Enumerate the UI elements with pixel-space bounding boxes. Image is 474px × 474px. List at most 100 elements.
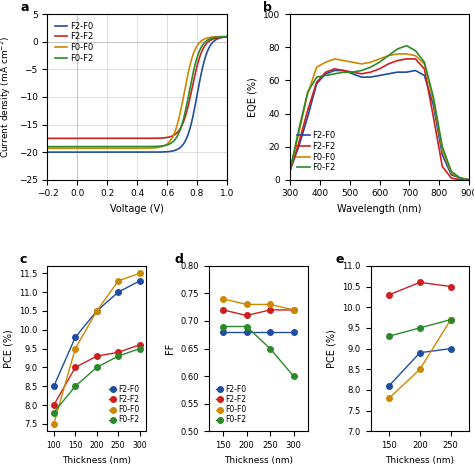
F2-F2	[130, 136, 136, 141]
F0-F2	[412, 48, 418, 54]
F0-F0	[45, 146, 50, 151]
F0-F2	[448, 317, 454, 322]
F0-F2	[130, 144, 136, 149]
F2-F0	[341, 68, 346, 73]
Legend: F2-F0, F2-F2, F0-F0, F0-F2: F2-F0, F2-F2, F0-F0, F0-F2	[213, 382, 249, 428]
F2-F0	[430, 102, 436, 108]
F0-F0	[287, 169, 292, 174]
F2-F2	[395, 58, 401, 64]
F0-F0	[305, 91, 310, 97]
F2-F0	[94, 308, 100, 314]
F2-F0	[220, 35, 226, 40]
F0-F2	[73, 383, 78, 389]
Line: F0-F2: F0-F2	[220, 324, 296, 379]
F0-F0	[191, 48, 197, 54]
Text: c: c	[20, 253, 27, 265]
F0-F0	[403, 51, 409, 57]
F2-F0	[45, 149, 50, 155]
F0-F2	[131, 144, 137, 149]
F2-F2	[466, 177, 472, 182]
F0-F0	[131, 146, 137, 151]
F0-F0	[314, 64, 319, 70]
F2-F0	[115, 289, 121, 295]
F0-F0	[448, 170, 454, 176]
Line: F0-F0: F0-F0	[51, 271, 143, 427]
F0-F0	[395, 51, 401, 57]
F2-F0	[457, 175, 463, 181]
Line: F2-F2: F2-F2	[51, 342, 143, 408]
F0-F0	[220, 34, 226, 39]
Line: F0-F0: F0-F0	[220, 296, 296, 313]
Line: F2-F0: F2-F0	[290, 71, 469, 180]
F2-F2	[332, 66, 337, 72]
F0-F0	[267, 301, 273, 307]
F0-F2	[457, 175, 463, 181]
F0-F2	[430, 94, 436, 100]
F0-F2	[386, 53, 392, 58]
F0-F0	[430, 98, 436, 103]
F2-F0	[439, 152, 445, 158]
F0-F0	[350, 59, 356, 65]
F2-F2	[448, 283, 454, 289]
F2-F2	[267, 307, 273, 313]
F0-F2	[439, 144, 445, 149]
F0-F0	[244, 301, 249, 307]
Legend: F2-F0, F2-F2, F0-F0, F0-F2: F2-F0, F2-F2, F0-F0, F0-F2	[106, 382, 142, 428]
F2-F2	[291, 307, 296, 313]
F2-F2	[350, 69, 356, 75]
F2-F0	[314, 81, 319, 87]
F0-F2	[287, 169, 292, 174]
F2-F2	[386, 292, 392, 298]
F2-F2	[457, 177, 463, 182]
F0-F2	[341, 69, 346, 75]
F2-F0	[137, 278, 143, 284]
F0-F0	[94, 308, 100, 314]
F2-F2	[220, 35, 226, 40]
F0-F0	[130, 146, 136, 151]
F0-F0	[466, 177, 472, 182]
Line: F2-F0: F2-F0	[220, 329, 296, 335]
F2-F2	[137, 342, 143, 347]
Text: e: e	[336, 253, 345, 265]
F2-F0	[287, 169, 292, 174]
F2-F2	[417, 280, 423, 285]
Line: F2-F2: F2-F2	[47, 37, 227, 138]
F2-F0	[267, 329, 273, 335]
F2-F0	[350, 71, 356, 77]
Line: F0-F2: F0-F2	[386, 317, 454, 339]
X-axis label: Thickness (nm): Thickness (nm)	[62, 456, 131, 465]
F0-F0	[296, 130, 301, 136]
F2-F2	[51, 402, 57, 408]
F0-F0	[412, 53, 418, 58]
Text: d: d	[174, 253, 183, 265]
F2-F0	[73, 335, 78, 340]
F2-F2	[244, 313, 249, 319]
F2-F2	[115, 349, 121, 355]
F2-F2	[377, 66, 383, 72]
F0-F2	[220, 34, 226, 40]
F0-F0	[377, 56, 383, 62]
F2-F2	[448, 175, 454, 181]
F0-F2	[115, 353, 121, 359]
F0-F2	[267, 346, 273, 351]
F0-F2	[448, 169, 454, 174]
F0-F0	[137, 271, 143, 276]
Y-axis label: PCE (%): PCE (%)	[4, 329, 14, 368]
F0-F2	[137, 346, 143, 351]
F0-F2	[395, 46, 401, 52]
F2-F2	[142, 136, 147, 141]
F2-F2	[386, 61, 392, 67]
F2-F0	[448, 346, 454, 351]
F0-F0	[51, 421, 57, 427]
F2-F2	[220, 307, 226, 313]
F2-F2	[341, 68, 346, 73]
F2-F2	[323, 69, 328, 75]
F0-F2	[151, 144, 157, 149]
F2-F2	[224, 34, 230, 40]
F2-F2	[314, 79, 319, 85]
F0-F2	[421, 59, 427, 65]
F0-F0	[151, 145, 157, 151]
F2-F2	[191, 74, 197, 80]
Legend: F2-F0, F2-F2, F0-F0, F0-F2: F2-F0, F2-F2, F0-F0, F0-F2	[52, 18, 97, 66]
F0-F0	[142, 146, 147, 151]
